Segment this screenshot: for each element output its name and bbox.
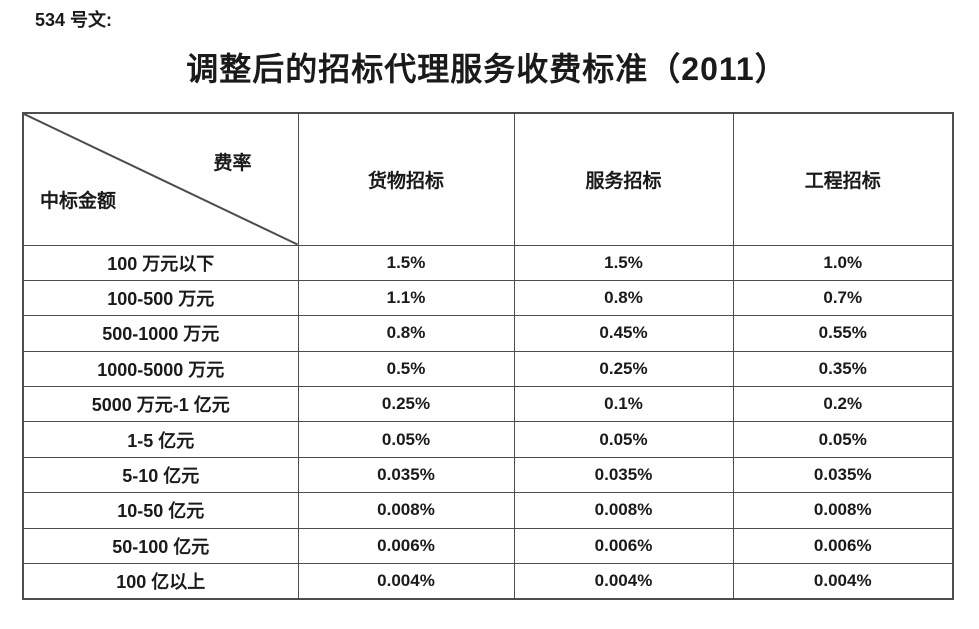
corner-label-bid-amount: 中标金额 [40, 190, 117, 212]
corner-header-cell: 费率 中标金额 [22, 112, 299, 246]
row-label: 5000 万元-1 亿元 [22, 386, 299, 423]
fee-cell: 0.8% [513, 279, 734, 317]
fee-cell: 0.004% [297, 563, 515, 600]
fee-cell: 0.006% [513, 527, 734, 565]
column-header-engineering-tender: 工程招标 [732, 112, 954, 246]
fee-cell: 1.1% [297, 279, 515, 317]
table-row: 100 亿以上 0.004% 0.004% 0.004% [22, 563, 954, 600]
fee-cell: 0.006% [732, 527, 954, 565]
row-label: 100 亿以上 [22, 563, 299, 600]
fee-cell: 0.035% [297, 456, 515, 494]
fee-cell: 0.5% [297, 350, 515, 388]
table-row: 50-100 亿元 0.006% 0.006% 0.006% [22, 527, 954, 565]
fee-cell: 0.008% [732, 492, 954, 529]
fee-cell: 0.035% [513, 456, 734, 494]
fee-cell: 1.0% [732, 244, 954, 281]
row-label: 5-10 亿元 [22, 456, 299, 494]
fee-cell: 0.2% [732, 386, 954, 423]
fee-cell: 0.7% [732, 279, 954, 317]
table-row: 10-50 亿元 0.008% 0.008% 0.008% [22, 492, 954, 529]
fee-cell: 0.45% [513, 315, 734, 352]
fee-cell: 0.05% [297, 421, 515, 458]
row-label: 10-50 亿元 [22, 492, 299, 529]
fee-cell: 0.008% [513, 492, 734, 529]
fee-cell: 0.006% [297, 527, 515, 565]
row-label: 100-500 万元 [22, 279, 299, 317]
table-row: 1-5 亿元 0.05% 0.05% 0.05% [22, 421, 954, 458]
table-header-row: 费率 中标金额 货物招标 服务招标 工程招标 [22, 112, 954, 246]
corner-label-rate: 费率 [213, 153, 252, 174]
row-label: 100 万元以下 [22, 244, 299, 281]
fee-cell: 0.8% [297, 315, 515, 352]
fee-cell: 1.5% [297, 244, 515, 281]
diagonal-divider-line [24, 114, 298, 245]
fee-cell: 0.1% [513, 386, 734, 423]
table-row: 5000 万元-1 亿元 0.25% 0.1% 0.2% [22, 386, 954, 423]
fee-cell: 0.25% [513, 350, 734, 388]
row-label: 1000-5000 万元 [22, 350, 299, 388]
row-label: 1-5 亿元 [22, 421, 299, 458]
fee-cell: 0.05% [513, 421, 734, 458]
fee-cell: 0.35% [732, 350, 954, 388]
fee-cell: 1.5% [513, 244, 734, 281]
fee-cell: 0.008% [297, 492, 515, 529]
fee-cell: 0.55% [732, 315, 954, 352]
row-label: 500-1000 万元 [22, 315, 299, 352]
row-label: 50-100 亿元 [22, 527, 299, 565]
fee-cell: 0.25% [297, 386, 515, 423]
table-row: 100-500 万元 1.1% 0.8% 0.7% [22, 279, 954, 317]
table-row: 1000-5000 万元 0.5% 0.25% 0.35% [22, 350, 954, 388]
table-row: 500-1000 万元 0.8% 0.45% 0.55% [22, 315, 954, 352]
column-header-goods-tender: 货物招标 [297, 112, 515, 246]
fee-cell: 0.035% [732, 456, 954, 494]
doc-number-label: 534 号文: [35, 10, 113, 30]
table-row: 5-10 亿元 0.035% 0.035% 0.035% [22, 456, 954, 494]
table-row: 100 万元以下 1.5% 1.5% 1.0% [22, 244, 954, 281]
fee-cell: 0.05% [732, 421, 954, 458]
page-title: 调整后的招标代理服务收费标准（2011） [186, 51, 788, 87]
fee-cell: 0.004% [732, 563, 954, 600]
fee-rate-table: 费率 中标金额 货物招标 服务招标 工程招标 100 万元以下 1.5% 1.5… [22, 112, 954, 600]
column-header-service-tender: 服务招标 [513, 112, 734, 246]
fee-cell: 0.004% [513, 563, 734, 600]
